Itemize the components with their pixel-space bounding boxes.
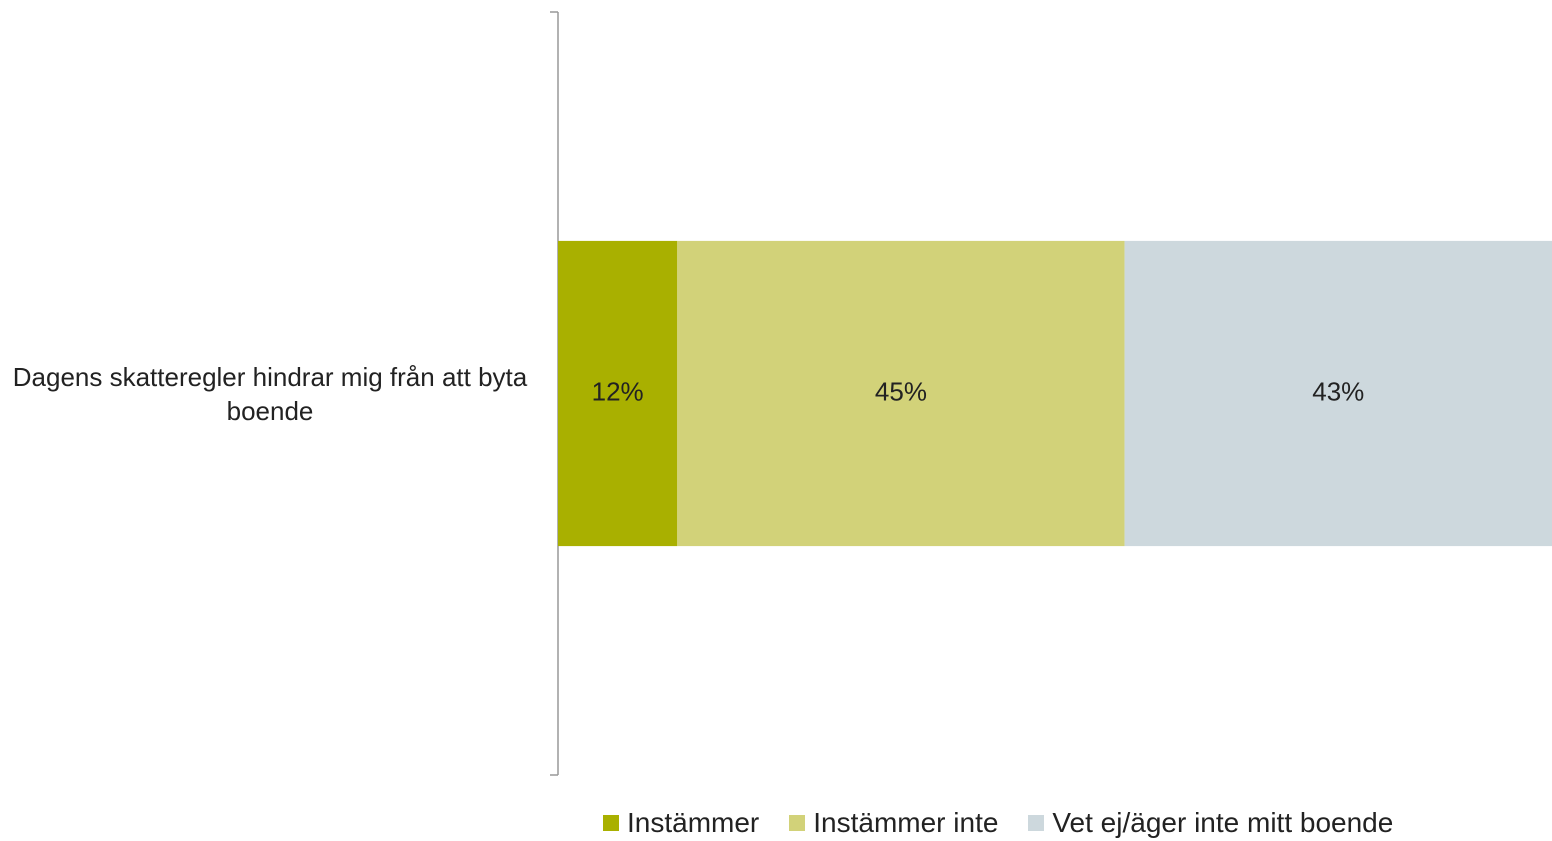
legend-label: Vet ej/äger inte mitt boende xyxy=(1052,807,1394,838)
data-label: 12% xyxy=(592,376,644,406)
legend-swatch xyxy=(1028,815,1045,831)
data-label: 43% xyxy=(1312,376,1364,406)
data-label: 45% xyxy=(875,376,927,406)
legend-item: Instämmer inte xyxy=(789,807,998,839)
bar-segment xyxy=(1124,240,1552,547)
legend: Instämmer Instämmer inte Vet ej/äger inte … xyxy=(603,807,1393,839)
bar-segment xyxy=(558,240,678,547)
legend-label: Instämmer xyxy=(627,807,760,838)
legend-swatch xyxy=(603,815,619,831)
bar-segment xyxy=(677,240,1125,547)
legend-item: Instämmer xyxy=(603,807,759,839)
legend-label: Instämmer inte xyxy=(813,807,999,838)
legend-item: Vet ej/äger inte mitt boende xyxy=(1028,807,1393,839)
y-tick-label: Dagens skatteregler hindrar mig från att… xyxy=(12,361,528,426)
legend-swatch xyxy=(789,815,806,831)
